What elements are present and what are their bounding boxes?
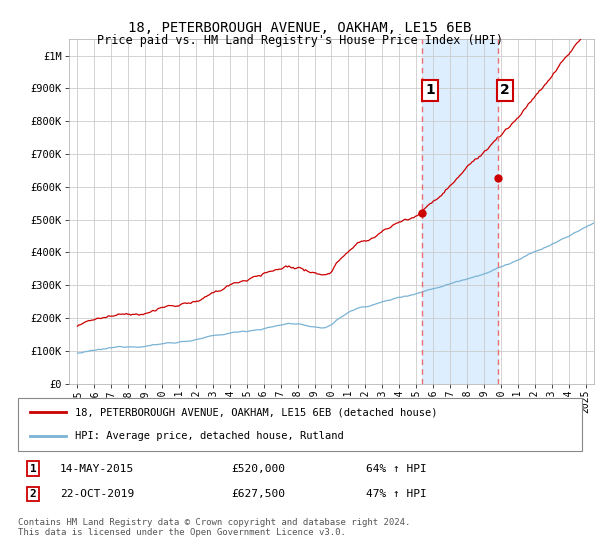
Text: 64% ↑ HPI: 64% ↑ HPI [366, 464, 427, 474]
Text: 2: 2 [29, 489, 37, 499]
Text: 18, PETERBOROUGH AVENUE, OAKHAM, LE15 6EB (detached house): 18, PETERBOROUGH AVENUE, OAKHAM, LE15 6E… [75, 408, 437, 418]
Text: 1: 1 [29, 464, 37, 474]
Text: 14-MAY-2015: 14-MAY-2015 [60, 464, 134, 474]
Text: £627,500: £627,500 [231, 489, 285, 499]
Text: 47% ↑ HPI: 47% ↑ HPI [366, 489, 427, 499]
Text: 1: 1 [425, 83, 435, 97]
Bar [422, 39, 497, 384]
Text: HPI: Average price, detached house, Rutland: HPI: Average price, detached house, Rutl… [75, 431, 344, 441]
Text: 2: 2 [500, 83, 510, 97]
Text: 18, PETERBOROUGH AVENUE, OAKHAM, LE15 6EB: 18, PETERBOROUGH AVENUE, OAKHAM, LE15 6E… [128, 21, 472, 35]
Text: Price paid vs. HM Land Registry's House Price Index (HPI): Price paid vs. HM Land Registry's House … [97, 34, 503, 46]
Text: £520,000: £520,000 [231, 464, 285, 474]
Text: 22-OCT-2019: 22-OCT-2019 [60, 489, 134, 499]
Text: Contains HM Land Registry data © Crown copyright and database right 2024.
This d: Contains HM Land Registry data © Crown c… [18, 518, 410, 538]
